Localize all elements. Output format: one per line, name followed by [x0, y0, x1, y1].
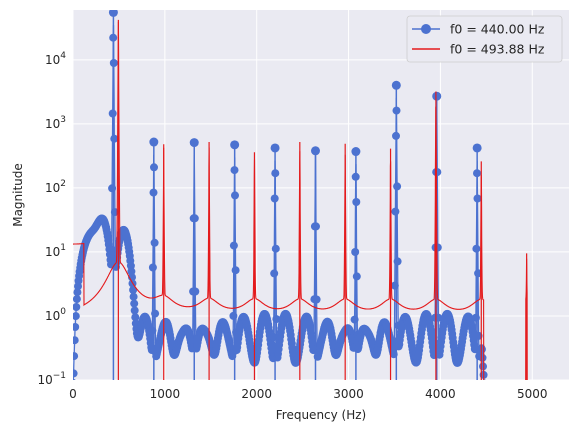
harmonic-peak-blue	[149, 137, 159, 147]
data-point	[491, 421, 499, 429]
data-point	[482, 379, 487, 380]
data-point	[73, 323, 80, 331]
data-point	[127, 267, 136, 276]
harmonic-peak-blue	[189, 138, 199, 148]
data-point	[489, 421, 497, 429]
x-tick-label: 0	[69, 387, 77, 401]
x-tick-label: 2000	[241, 387, 272, 401]
data-point	[151, 309, 160, 318]
x-axis-label: Frequency (Hz)	[276, 408, 367, 422]
data-point	[110, 134, 119, 143]
data-point	[231, 266, 240, 275]
harmonic-peak-blue	[432, 91, 442, 101]
data-point	[483, 421, 491, 429]
data-point	[73, 303, 81, 311]
data-point	[352, 272, 361, 281]
y-axis-label: Magnitude	[11, 163, 25, 227]
data-point	[130, 306, 139, 315]
data-point	[393, 257, 402, 266]
data-point	[191, 287, 200, 296]
series-line-red	[73, 21, 528, 380]
x-tick-label: 4000	[425, 387, 456, 401]
data-point	[487, 421, 495, 429]
x-tick-label: 1000	[150, 387, 181, 401]
data-point	[73, 369, 78, 378]
data-point	[108, 184, 117, 193]
data-point	[484, 421, 492, 429]
data-point	[73, 288, 82, 297]
data-point	[471, 313, 480, 322]
data-point	[73, 336, 79, 345]
x-axis-ticks: 0 1000 2000 3000 4000 5000	[69, 387, 547, 401]
y-tick-label: 10−1	[37, 371, 66, 387]
data-point	[131, 313, 140, 322]
data-point	[393, 182, 402, 191]
data-point	[487, 421, 495, 429]
legend-box	[406, 15, 563, 63]
data-point	[486, 421, 494, 429]
data-point	[483, 421, 491, 429]
data-point	[478, 353, 487, 362]
harmonic-peak-blue	[391, 80, 401, 90]
data-point	[485, 421, 493, 429]
data-point	[490, 421, 498, 429]
y-tick-label: 101	[45, 243, 66, 259]
x-tick-label: 3000	[333, 387, 364, 401]
data-point	[229, 241, 238, 250]
legend-entry-blue: f0 = 440.00 Hz	[450, 22, 545, 37]
data-point	[148, 326, 157, 335]
data-point	[488, 421, 496, 429]
data-point	[150, 238, 159, 247]
data-point	[129, 292, 138, 301]
data-point	[270, 269, 279, 278]
harmonic-peak-blue	[472, 143, 482, 153]
data-point	[482, 415, 490, 423]
y-tick-label: 100	[45, 307, 66, 323]
harmonic-peak-blue	[351, 147, 361, 157]
data-point	[73, 352, 79, 361]
data-point	[73, 295, 81, 304]
data-point	[229, 311, 238, 320]
data-point	[312, 295, 321, 304]
legend-entry-red: f0 = 493.88 Hz	[450, 42, 545, 57]
data-point	[129, 286, 138, 294]
data-point	[391, 207, 400, 216]
data-point	[130, 299, 139, 308]
y-tick-label: 104	[45, 51, 66, 67]
y-axis-ticks: 10−1 100 101 102 103 104	[37, 51, 66, 387]
data-point	[73, 312, 80, 321]
data-point	[481, 388, 489, 396]
data-point	[488, 421, 496, 429]
data-point	[485, 421, 493, 429]
legend: f0 = 440.00 Hz f0 = 493.88 Hz	[406, 15, 563, 63]
data-point	[482, 406, 490, 414]
data-point	[148, 263, 157, 272]
data-point	[73, 378, 76, 380]
series-f0-440	[73, 10, 499, 429]
data-point	[490, 421, 498, 429]
harmonic-peak-blue	[108, 10, 118, 17]
y-tick-label: 102	[45, 179, 66, 195]
harmonic-peak-blue	[230, 140, 240, 150]
data-point	[477, 345, 486, 354]
x-tick-label: 5000	[517, 387, 548, 401]
legend-marker-blue	[421, 24, 431, 34]
data-point	[479, 362, 487, 371]
harmonic-peak-blue	[310, 146, 320, 156]
data-point	[481, 397, 489, 405]
data-point	[491, 421, 499, 429]
data-point	[486, 421, 494, 429]
series-f0-493	[73, 19, 528, 380]
harmonic-peak-blue	[270, 143, 280, 153]
y-tick-label: 103	[45, 115, 66, 131]
data-point	[350, 315, 359, 324]
